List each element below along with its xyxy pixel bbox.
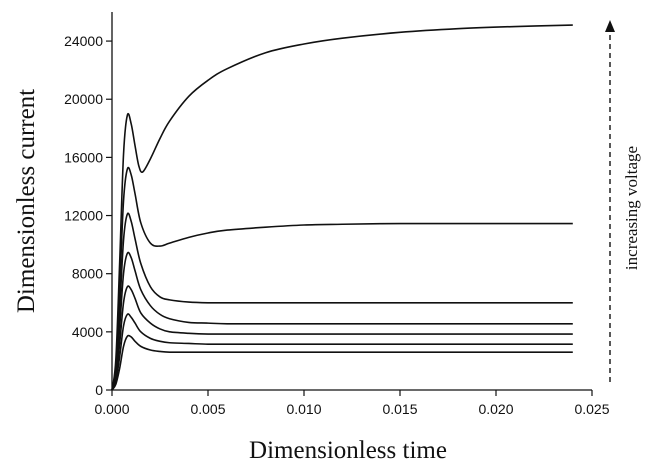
y-tick-label: 20000 bbox=[64, 91, 103, 107]
x-axis-title: Dimensionless time bbox=[249, 437, 447, 464]
series-line-4 bbox=[111, 251, 573, 391]
series-line-3 bbox=[111, 285, 573, 391]
x-tick-label: 0.005 bbox=[190, 401, 225, 417]
series-line-5 bbox=[111, 212, 573, 391]
y-tick-label: 0 bbox=[95, 382, 103, 398]
y-axis-title: Dimensionless current bbox=[13, 89, 40, 313]
annotation-increasing-voltage: increasing voltage bbox=[622, 146, 641, 270]
y-tick-label: 16000 bbox=[64, 149, 103, 165]
x-tick-label: 0.020 bbox=[478, 401, 513, 417]
y-tick-label: 4000 bbox=[72, 324, 103, 340]
series-line-1 bbox=[111, 334, 573, 391]
x-tick-label: 0.010 bbox=[286, 401, 321, 417]
ticks: 0.000 0.005 0.010 0.015 0.020 0.025 0 4000 8000 1… bbox=[64, 33, 610, 417]
y-tick-label: 24000 bbox=[64, 33, 103, 49]
series-line-6 bbox=[111, 166, 573, 391]
x-tick-label: 0.025 bbox=[574, 401, 609, 417]
y-tick-label: 8000 bbox=[72, 266, 103, 282]
x-tick-label: 0.000 bbox=[94, 401, 129, 417]
series-group bbox=[111, 24, 573, 391]
series-line-7 bbox=[111, 24, 573, 391]
x-tick-label: 0.015 bbox=[382, 401, 417, 417]
y-tick-label: 12000 bbox=[64, 208, 103, 224]
series-line-2 bbox=[111, 313, 573, 391]
voltage-arrow-head bbox=[605, 20, 615, 32]
